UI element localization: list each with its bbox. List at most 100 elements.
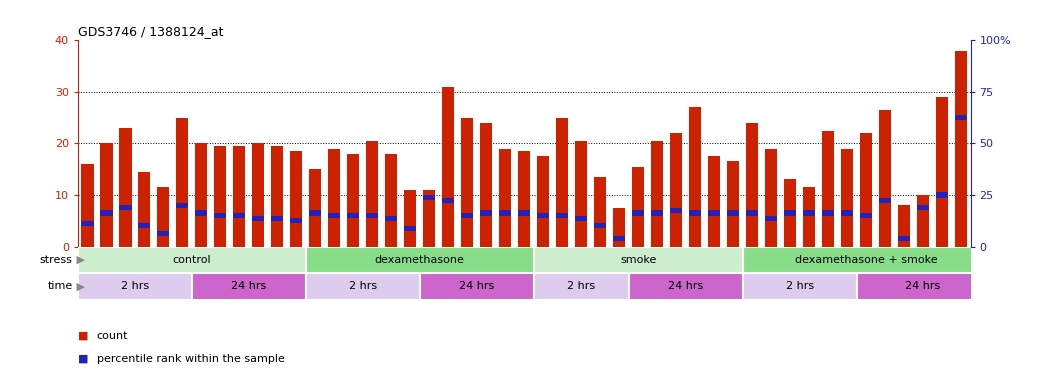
Text: ■: ■	[78, 331, 91, 341]
Text: 2 hrs: 2 hrs	[349, 281, 377, 291]
Text: ▶: ▶	[73, 255, 85, 265]
Bar	[252, 143, 265, 247]
Bar	[822, 131, 835, 247]
Bar	[290, 151, 302, 247]
Bar	[613, 236, 625, 242]
Bar	[727, 161, 739, 247]
Text: 24 hrs: 24 hrs	[231, 281, 267, 291]
Bar	[537, 213, 549, 218]
Bar	[195, 210, 208, 215]
Bar	[138, 172, 151, 247]
Bar	[81, 221, 93, 226]
Bar	[689, 210, 702, 215]
Bar	[859, 213, 872, 218]
Bar	[727, 210, 739, 215]
Bar	[234, 146, 245, 247]
Bar	[670, 208, 682, 213]
Bar	[651, 141, 663, 247]
Bar	[309, 169, 322, 247]
Bar	[100, 210, 112, 215]
Bar	[347, 213, 359, 218]
Bar	[859, 133, 872, 247]
Bar	[841, 210, 853, 215]
Text: 24 hrs: 24 hrs	[459, 281, 494, 291]
Bar	[746, 123, 759, 247]
Bar	[176, 203, 189, 208]
Bar	[594, 177, 606, 247]
Bar	[404, 226, 416, 231]
Bar	[385, 154, 398, 247]
Bar	[556, 118, 569, 247]
Bar	[856, 273, 989, 300]
Bar	[742, 247, 989, 273]
Bar	[100, 143, 112, 247]
Bar	[195, 143, 208, 247]
Bar	[214, 213, 226, 218]
Bar	[252, 215, 265, 221]
Bar	[955, 51, 967, 247]
Bar	[119, 128, 132, 247]
Bar	[632, 210, 645, 215]
Bar	[480, 210, 492, 215]
Bar	[424, 195, 435, 200]
Text: dexamethasone + smoke: dexamethasone + smoke	[795, 255, 937, 265]
Text: count: count	[97, 331, 128, 341]
Bar	[898, 205, 910, 247]
Text: ■: ■	[78, 354, 91, 364]
Bar	[234, 213, 245, 218]
Bar	[556, 213, 569, 218]
Bar	[765, 215, 777, 221]
Text: control: control	[172, 255, 211, 265]
Text: 24 hrs: 24 hrs	[668, 281, 704, 291]
Bar	[955, 115, 967, 120]
Bar	[78, 247, 306, 273]
Text: ▶: ▶	[73, 281, 85, 291]
Text: dexamethasone: dexamethasone	[375, 255, 465, 265]
Text: GDS3746 / 1388124_at: GDS3746 / 1388124_at	[78, 25, 223, 38]
Bar	[936, 192, 948, 197]
Bar	[419, 273, 534, 300]
Bar	[214, 146, 226, 247]
Bar	[784, 179, 796, 247]
Bar	[803, 210, 815, 215]
Bar	[879, 197, 892, 203]
Bar	[461, 213, 473, 218]
Text: stress: stress	[39, 255, 73, 265]
Bar	[328, 149, 340, 247]
Bar	[290, 218, 302, 223]
Bar	[461, 118, 473, 247]
Bar	[271, 146, 283, 247]
Bar	[670, 133, 682, 247]
Bar	[347, 154, 359, 247]
Text: time: time	[48, 281, 73, 291]
Bar	[629, 273, 742, 300]
Text: 2 hrs: 2 hrs	[786, 281, 814, 291]
Bar	[138, 223, 151, 228]
Bar	[518, 151, 530, 247]
Bar	[575, 141, 588, 247]
Bar	[306, 247, 534, 273]
Bar	[784, 210, 796, 215]
Bar	[499, 210, 512, 215]
Bar	[575, 215, 588, 221]
Bar	[632, 167, 645, 247]
Bar	[271, 215, 283, 221]
Bar	[537, 156, 549, 247]
Bar	[879, 110, 892, 247]
Bar	[534, 273, 629, 300]
Bar	[898, 236, 910, 242]
Bar	[442, 87, 455, 247]
Bar	[81, 164, 93, 247]
Bar	[651, 210, 663, 215]
Bar	[404, 190, 416, 247]
Bar	[841, 149, 853, 247]
Bar	[518, 210, 530, 215]
Bar	[366, 213, 379, 218]
Bar	[708, 156, 720, 247]
Bar	[328, 213, 340, 218]
Text: percentile rank within the sample: percentile rank within the sample	[97, 354, 284, 364]
Text: 24 hrs: 24 hrs	[905, 281, 940, 291]
Bar	[742, 273, 856, 300]
Bar	[385, 215, 398, 221]
Bar	[594, 223, 606, 228]
